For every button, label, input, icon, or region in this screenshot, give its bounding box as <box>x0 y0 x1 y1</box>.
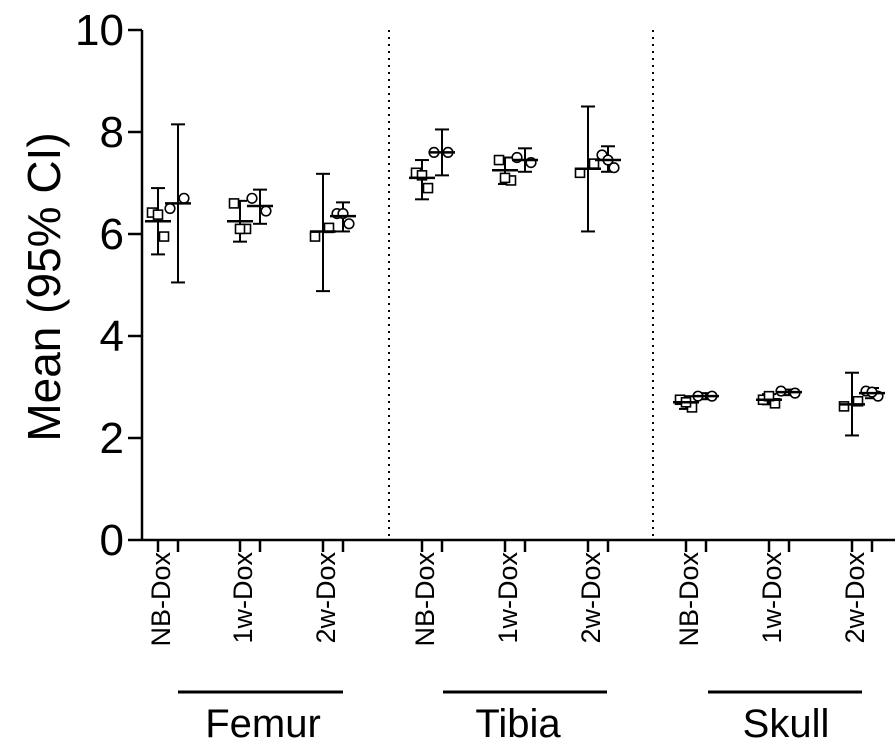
x-tick-label: NB-Dox <box>146 552 176 647</box>
x-tick-label: NB-Dox <box>674 552 704 647</box>
y-tick-label: 2 <box>100 414 124 463</box>
x-tick-label: 2w-Dox <box>576 552 606 644</box>
data-point-circle <box>246 192 258 204</box>
data-point-circle <box>260 205 272 217</box>
y-tick-label: 6 <box>100 210 124 259</box>
x-tick-label: NB-Dox <box>410 552 440 647</box>
group-label: Skull <box>743 702 830 744</box>
data-point-square <box>416 170 428 181</box>
x-axis: NB-Dox 1w-Dox 2w-Dox NB-Dox 1w-Dox 2w-Dox NB-D… <box>146 540 874 647</box>
data-point-square <box>499 172 511 184</box>
data-point-circle <box>164 202 176 215</box>
data-point-square <box>234 223 246 235</box>
group-label: Femur <box>205 702 321 744</box>
x-tick-label: 1w-Dox <box>228 552 258 644</box>
y-axis: 0 2 4 6 8 10 <box>75 6 142 565</box>
data-point-square <box>838 401 850 412</box>
group-label: Tibia <box>475 702 561 744</box>
data-point-square <box>493 154 505 166</box>
data-point-square <box>852 395 864 407</box>
y-tick-label: 4 <box>100 312 124 361</box>
bone-group-labels: Femur Tibia Skull <box>178 690 862 744</box>
data-point-circle <box>178 192 190 204</box>
y-tick-label: 0 <box>100 516 124 565</box>
data-point-square <box>158 231 170 242</box>
data-point-square <box>422 182 434 194</box>
x-tick-label: 1w-Dox <box>757 552 787 644</box>
data-point-circle <box>343 218 355 230</box>
x-tick-label: 2w-Dox <box>311 552 341 644</box>
data-point-square <box>152 209 164 220</box>
data-point-square <box>309 231 321 242</box>
data-point-square <box>228 198 240 209</box>
y-tick-label: 10 <box>75 6 124 55</box>
y-axis-label: Mean (95% CI) <box>18 132 70 441</box>
chart-area <box>140 30 895 542</box>
data-point-circle <box>608 162 620 174</box>
data-layer <box>145 105 885 437</box>
y-tick-label: 8 <box>100 108 124 157</box>
x-tick-label: 1w-Dox <box>493 552 523 644</box>
x-tick-label: 2w-Dox <box>840 552 870 644</box>
